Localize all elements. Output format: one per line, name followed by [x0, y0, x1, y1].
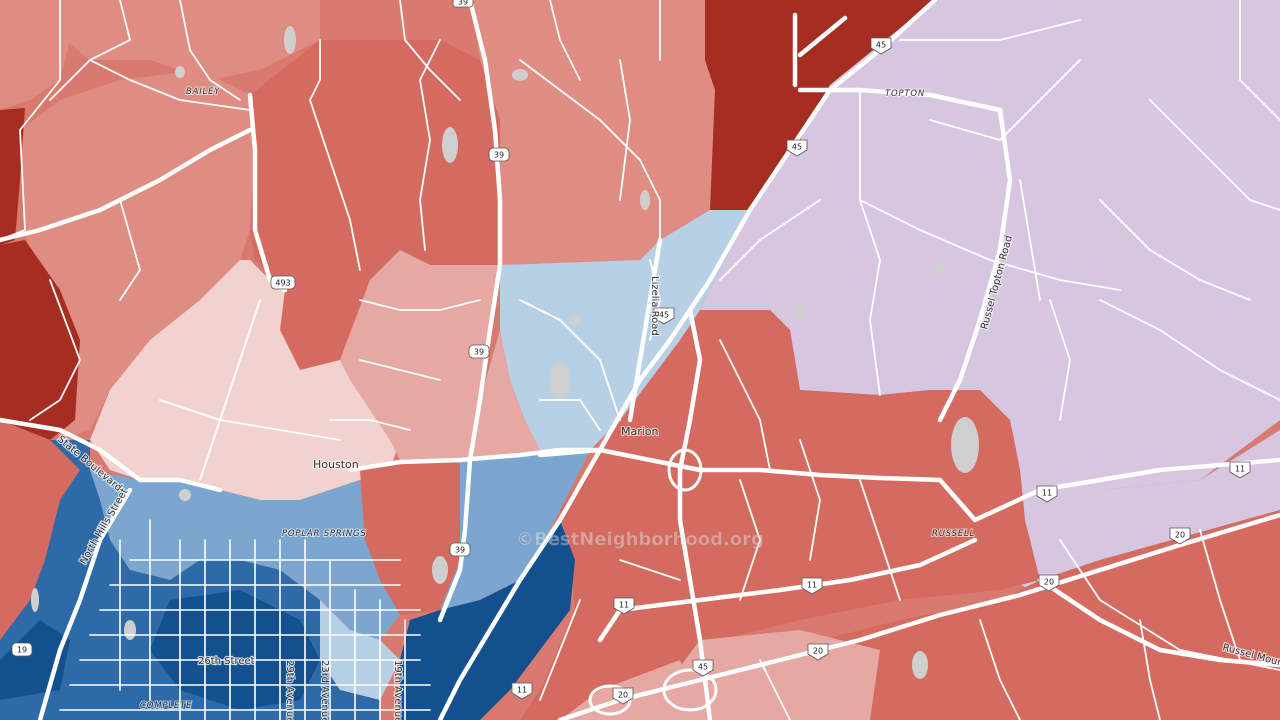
region-east-lavender-lower: [975, 430, 1280, 580]
shield-39-b: 39: [468, 344, 490, 359]
svg-text:45: 45: [659, 311, 669, 320]
shield-11-e: 11: [511, 682, 533, 700]
shield-20-d: 20: [612, 687, 634, 705]
houston-grid: [59, 519, 431, 720]
label-complete: COMPLETE: [140, 701, 192, 711]
region-north-central: [470, 0, 715, 265]
label-poplar-springs: POPLAR SPRINGS: [282, 529, 367, 539]
label-houston: Houston: [313, 458, 359, 471]
svg-text:39: 39: [458, 0, 468, 7]
label-26th-street: 26th Street: [198, 656, 255, 667]
label-marion: Marion: [621, 425, 659, 438]
label-topton: TOPTON: [885, 89, 925, 99]
svg-text:11: 11: [1042, 489, 1052, 498]
shield-20-c: 20: [807, 643, 829, 661]
label-bailey: BAILEY: [186, 87, 220, 97]
shield-45-b: 45: [786, 139, 808, 157]
region-blue-mid: [90, 470, 400, 640]
svg-text:45: 45: [698, 663, 708, 672]
svg-text:11: 11: [517, 686, 527, 695]
shield-11-a: 11: [1229, 461, 1251, 479]
region-west-lower: [0, 420, 90, 640]
region-ne-darkred: [705, 0, 935, 210]
shield-11-d: 11: [613, 597, 635, 615]
shield-45-c: 45: [653, 307, 675, 325]
svg-text:20: 20: [618, 691, 628, 700]
label-19th-avenue: 19th Avenue: [392, 660, 403, 720]
region-houston-ne: [470, 330, 540, 460]
label-lizelia-road: Lizelia Road: [649, 276, 660, 336]
shield-11-b: 11: [1036, 485, 1058, 503]
svg-text:20: 20: [1044, 578, 1054, 587]
svg-text:39: 39: [455, 546, 465, 555]
svg-text:493: 493: [275, 279, 290, 288]
region-central-red: [250, 40, 500, 370]
shield-39-c: 39: [449, 542, 471, 557]
region-east-red: [520, 310, 1040, 720]
svg-text:45: 45: [876, 41, 886, 50]
watermark: ©BestNeighborhood.org: [516, 529, 764, 550]
svg-text:20: 20: [1175, 531, 1185, 540]
shield-45-d: 45: [692, 659, 714, 677]
region-blue-dark-east: [400, 520, 575, 720]
svg-text:11: 11: [1235, 465, 1245, 474]
region-west-darkred-b: [0, 240, 80, 440]
shield-39-a: 39: [488, 147, 510, 162]
region-west-darkred-a: [0, 108, 25, 245]
svg-text:11: 11: [619, 601, 629, 610]
region-blue-mid-east: [440, 450, 590, 610]
svg-text:20: 20: [813, 647, 823, 656]
shield-11-c: 11: [801, 577, 823, 595]
shield-20-b: 20: [1038, 574, 1060, 592]
shield-39-top: 39: [452, 0, 474, 8]
region-pink-pale: [90, 260, 400, 500]
label-29th-avenue: 29th Avenue: [284, 660, 295, 720]
svg-text:19: 19: [17, 646, 27, 655]
shield-45-a: 45: [870, 37, 892, 55]
svg-text:39: 39: [494, 151, 504, 160]
region-blue-dark-center: [150, 590, 320, 710]
label-russell: RUSSELL: [932, 529, 975, 539]
svg-text:39: 39: [474, 348, 484, 357]
shield-19: 19: [11, 642, 33, 657]
shield-493: 493: [270, 275, 296, 290]
svg-text:45: 45: [792, 143, 802, 152]
svg-text:11: 11: [807, 581, 817, 590]
interchanges: [588, 448, 718, 716]
water-spots: [31, 26, 979, 679]
shield-20-a: 20: [1169, 527, 1191, 545]
region-houston-north: [340, 250, 500, 460]
region-east-lavender: [700, 0, 1280, 590]
label-23rd-avenue: 23rd Avenue: [319, 660, 330, 720]
region-nw-light: [0, 0, 70, 110]
